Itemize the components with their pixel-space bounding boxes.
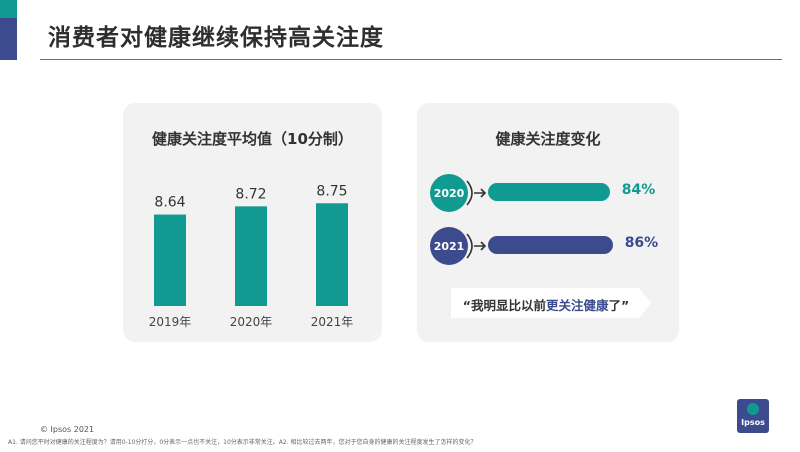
page-title: 消费者对健康继续保持高关注度	[48, 25, 384, 51]
bar-value-label: 8.72	[235, 186, 266, 202]
change-value-2021: 86%	[624, 235, 659, 251]
accent-bar-teal	[0, 0, 17, 18]
footnote: A1. 请问您平时对健康的关注程度为？请用0-10分打分，0分表示一点也不关注，…	[8, 439, 477, 446]
quote-banner	[451, 288, 651, 318]
bracket-arrow-icon	[466, 233, 487, 259]
bracket-arrow-icon	[466, 180, 487, 206]
bar-value-label: 8.75	[316, 183, 347, 199]
category-label: 2019年	[149, 315, 192, 329]
year-badge-2021: 2021	[430, 227, 468, 265]
logo-text: Ipsos	[741, 418, 765, 427]
bar-value-label: 8.64	[154, 195, 185, 211]
card-average-score: 健康关注度平均值（10分制） 8.64 2019年 8.72 2020年 8.75 202…	[123, 103, 382, 342]
quote-highlight: 更关注健康	[545, 298, 609, 313]
chart-title-change: 健康关注度变化	[495, 130, 601, 148]
bar-2019年	[154, 214, 186, 306]
bar-2021年	[316, 203, 348, 306]
category-label: 2021年	[311, 315, 354, 329]
consumer-quote: “我明显比以前更关注健康了”	[451, 295, 641, 314]
title-divider	[40, 59, 782, 60]
change-bar-2021	[488, 236, 613, 254]
card-attention-change: 健康关注度变化 2020 84% 2021 86% “我明显比以前更关注健康了”	[417, 103, 679, 342]
quote-prefix: “我明显比以前	[462, 298, 546, 313]
change-bar-2020	[488, 183, 610, 201]
accent-bar-navy	[0, 18, 17, 60]
average-score-bar-chart: 8.64 2019年 8.72 2020年 8.75 2021年	[149, 183, 354, 329]
category-label: 2020年	[230, 315, 273, 329]
chart-title-average: 健康关注度平均值（10分制）	[152, 130, 353, 148]
quote-suffix: 了”	[608, 298, 630, 313]
copyright: © Ipsos 2021	[40, 425, 95, 434]
ipsos-logo: Ipsos	[737, 399, 769, 433]
change-value-2020: 84%	[621, 182, 656, 198]
year-badge-2020: 2020	[430, 174, 468, 212]
bar-2020年	[235, 206, 267, 306]
logo-mark-icon	[747, 403, 759, 415]
